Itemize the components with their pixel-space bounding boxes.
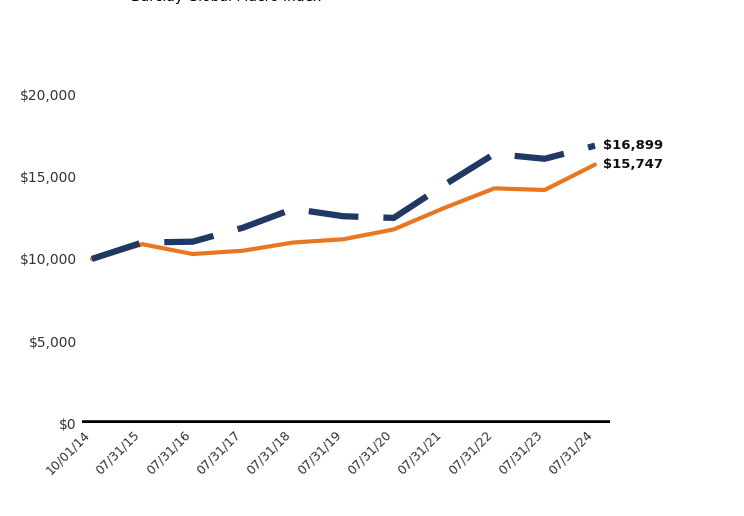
Barclay Global Macro Index — [540, 187, 549, 193]
Line: Arrow DWA Tactical: Macro ETF - NAV: Arrow DWA Tactical: Macro ETF - NAV — [92, 146, 595, 259]
Barclay Global Macro Index — [138, 241, 147, 247]
Arrow DWA Tactical: Macro ETF - NAV: (9, 1.61e+04): Macro ETF - NAV: (9, 1.61e+04) — [540, 156, 549, 162]
Barclay Global Macro Index — [591, 162, 600, 168]
Barclay Global Macro Index — [188, 251, 197, 257]
Barclay Global Macro Index — [339, 236, 348, 243]
Arrow DWA Tactical: Macro ETF - NAV: (1, 1.1e+04): Macro ETF - NAV: (1, 1.1e+04) — [138, 239, 147, 246]
Text: $16,899: $16,899 — [603, 139, 663, 152]
Line: Barclay Global Macro Index: Barclay Global Macro Index — [92, 165, 595, 259]
Barclay Global Macro Index — [88, 256, 97, 262]
Barclay Global Macro Index — [289, 239, 298, 246]
Barclay Global Macro Index — [440, 205, 449, 211]
Arrow DWA Tactical: Macro ETF - NAV: (5, 1.26e+04): Macro ETF - NAV: (5, 1.26e+04) — [339, 213, 348, 219]
Arrow DWA Tactical: Macro ETF - NAV: (8, 1.64e+04): Macro ETF - NAV: (8, 1.64e+04) — [490, 151, 498, 157]
Text: $15,747: $15,747 — [603, 158, 663, 171]
Arrow DWA Tactical: Macro ETF - NAV: (4, 1.3e+04): Macro ETF - NAV: (4, 1.3e+04) — [289, 206, 298, 212]
Arrow DWA Tactical: Macro ETF - NAV: (7, 1.45e+04): Macro ETF - NAV: (7, 1.45e+04) — [440, 182, 449, 188]
Arrow DWA Tactical: Macro ETF - NAV: (0, 1e+04): Macro ETF - NAV: (0, 1e+04) — [88, 256, 97, 262]
Legend: Arrow DWA Tactical: Macro ETF - NAV, Barclay Global Macro Index: Arrow DWA Tactical: Macro ETF - NAV, Bar… — [78, 0, 388, 4]
Arrow DWA Tactical: Macro ETF - NAV: (10, 1.69e+04): Macro ETF - NAV: (10, 1.69e+04) — [591, 142, 600, 149]
Barclay Global Macro Index — [490, 185, 498, 191]
Barclay Global Macro Index — [389, 227, 398, 233]
Barclay Global Macro Index — [238, 248, 247, 254]
Arrow DWA Tactical: Macro ETF - NAV: (3, 1.19e+04): Macro ETF - NAV: (3, 1.19e+04) — [238, 224, 247, 231]
Arrow DWA Tactical: Macro ETF - NAV: (2, 1.1e+04): Macro ETF - NAV: (2, 1.1e+04) — [188, 238, 197, 245]
Arrow DWA Tactical: Macro ETF - NAV: (6, 1.25e+04): Macro ETF - NAV: (6, 1.25e+04) — [389, 215, 398, 221]
